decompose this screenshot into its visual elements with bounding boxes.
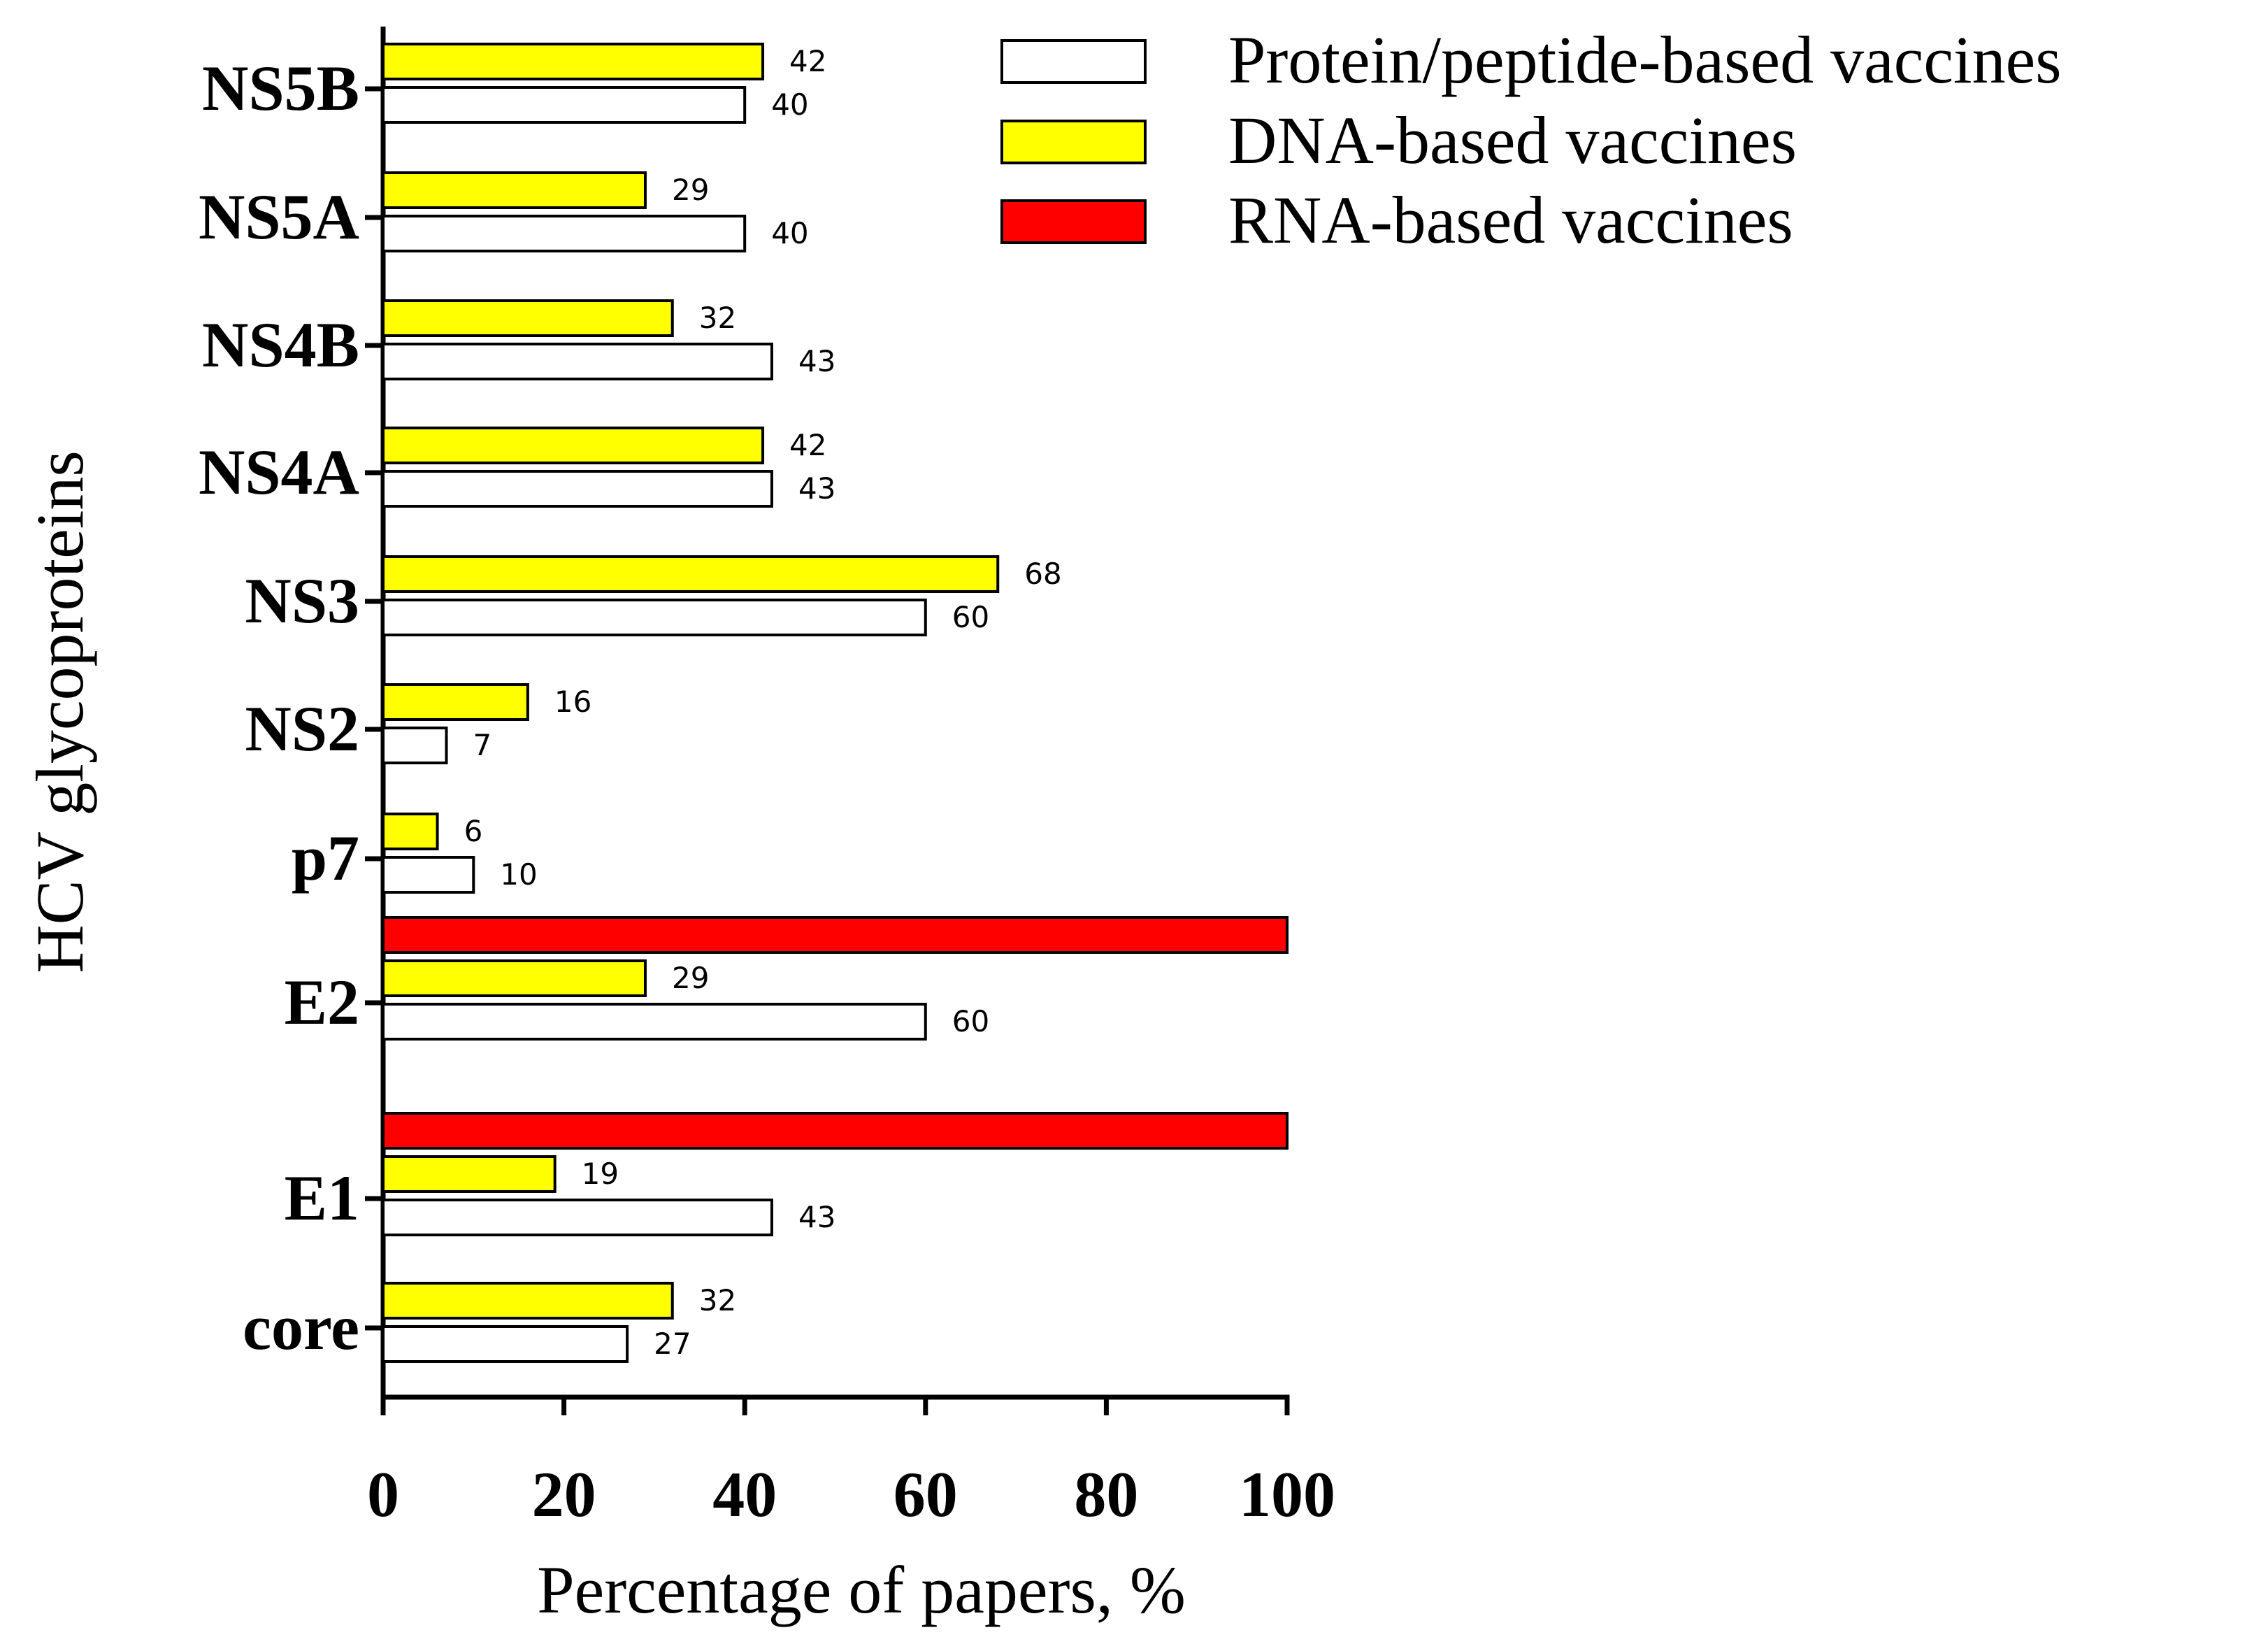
bar-protein-peptide-based-vaccines-ns5a [382,215,747,252]
data-label-dna-based-vaccines-ns4a: 42 [789,428,826,462]
data-label-dna-based-vaccines-core: 32 [699,1283,736,1317]
data-label-protein-peptide-based-vaccines-ns5a: 40 [771,216,808,250]
y-tick-label-ns2: NS2 [245,693,359,764]
bar-dna-based-vaccines-p7 [382,813,439,850]
legend-label-rna-based-vaccines: RNA-based vaccines [1228,183,1793,257]
data-label-dna-based-vaccines-e2: 29 [672,961,709,995]
bar-protein-peptide-based-vaccines-ns5b [382,86,747,124]
y-tick-label-ns5a: NS5A [199,181,359,252]
bar-dna-based-vaccines-ns2 [382,683,529,721]
x-tick-label-100: 100 [1239,1459,1335,1530]
data-label-dna-based-vaccines-ns5b: 42 [789,44,826,78]
x-tick-label-20: 20 [532,1459,596,1530]
x-tick-label-0: 0 [367,1459,399,1530]
data-label-protein-peptide-based-vaccines-ns4a: 43 [798,471,835,506]
data-label-protein-peptide-based-vaccines-e2: 60 [952,1004,989,1038]
data-label-protein-peptide-based-vaccines-core: 27 [654,1327,691,1361]
x-tick-label-60: 60 [893,1459,958,1530]
legend-label-protein-peptide-based-vaccines: Protein/peptide-based vaccines [1228,22,2062,97]
bar-protein-peptide-based-vaccines-ns4b [382,343,773,380]
data-label-protein-peptide-based-vaccines-ns4b: 43 [798,344,835,378]
data-label-dna-based-vaccines-e1: 19 [582,1157,619,1191]
y-tick-label-ns5b: NS5B [202,52,359,124]
bar-dna-based-vaccines-ns5b [382,43,765,80]
x-axis-label: Percentage of papers, % [537,1552,1186,1627]
data-label-dna-based-vaccines-ns4b: 32 [699,301,736,335]
x-tick-label-80: 80 [1074,1459,1138,1530]
y-tick-label-ns3: NS3 [245,565,359,636]
bar-dna-based-vaccines-ns5a [382,171,647,209]
bar-dna-based-vaccines-core [382,1282,674,1320]
y-tick-label-core: core [243,1292,359,1363]
legend-label-dna-based-vaccines: DNA-based vaccines [1228,103,1797,178]
data-label-protein-peptide-based-vaccines-e1: 43 [798,1200,835,1234]
bar-protein-peptide-based-vaccines-ns2 [382,727,448,764]
legend-swatch-protein-peptide-based-vaccines [1000,39,1147,84]
data-label-dna-based-vaccines-ns5a: 29 [672,173,709,207]
bar-dna-based-vaccines-ns4a [382,427,765,464]
x-tick-label-40: 40 [712,1459,777,1530]
y-tick-label-ns4b: NS4B [202,309,359,380]
bar-protein-peptide-based-vaccines-ns3 [382,599,927,636]
bar-protein-peptide-based-vaccines-e2 [382,1003,927,1041]
legend-swatch-rna-based-vaccines [1000,199,1147,244]
y-tick-label-e1: E1 [285,1162,359,1234]
bar-protein-peptide-based-vaccines-p7 [382,856,475,894]
data-label-protein-peptide-based-vaccines-ns5b: 40 [771,87,808,122]
data-label-protein-peptide-based-vaccines-p7: 10 [500,857,537,892]
bar-protein-peptide-based-vaccines-e1 [382,1199,773,1236]
legend-swatch-dna-based-vaccines [1000,120,1147,164]
y-axis-label: HCV glycoproteins [22,450,97,973]
data-label-dna-based-vaccines-ns3: 68 [1024,557,1061,591]
data-label-protein-peptide-based-vaccines-ns2: 7 [473,728,492,762]
data-label-dna-based-vaccines-ns2: 16 [554,685,591,719]
y-tick-label-ns4a: NS4A [199,436,359,508]
y-tick-label-p7: p7 [292,822,359,894]
data-label-protein-peptide-based-vaccines-ns3: 60 [952,600,989,634]
bar-dna-based-vaccines-ns4b [382,299,674,337]
bar-dna-based-vaccines-e1 [382,1155,557,1193]
bar-dna-based-vaccines-ns3 [382,555,1000,593]
bar-rna-based-vaccines-e1 [382,1112,1289,1150]
bar-dna-based-vaccines-e2 [382,959,647,997]
data-label-dna-based-vaccines-p7: 6 [464,814,483,848]
y-tick-label-e2: E2 [285,966,359,1038]
bar-protein-peptide-based-vaccines-ns4a [382,470,773,508]
bar-rna-based-vaccines-e2 [382,916,1289,954]
bar-protein-peptide-based-vaccines-core [382,1325,629,1363]
